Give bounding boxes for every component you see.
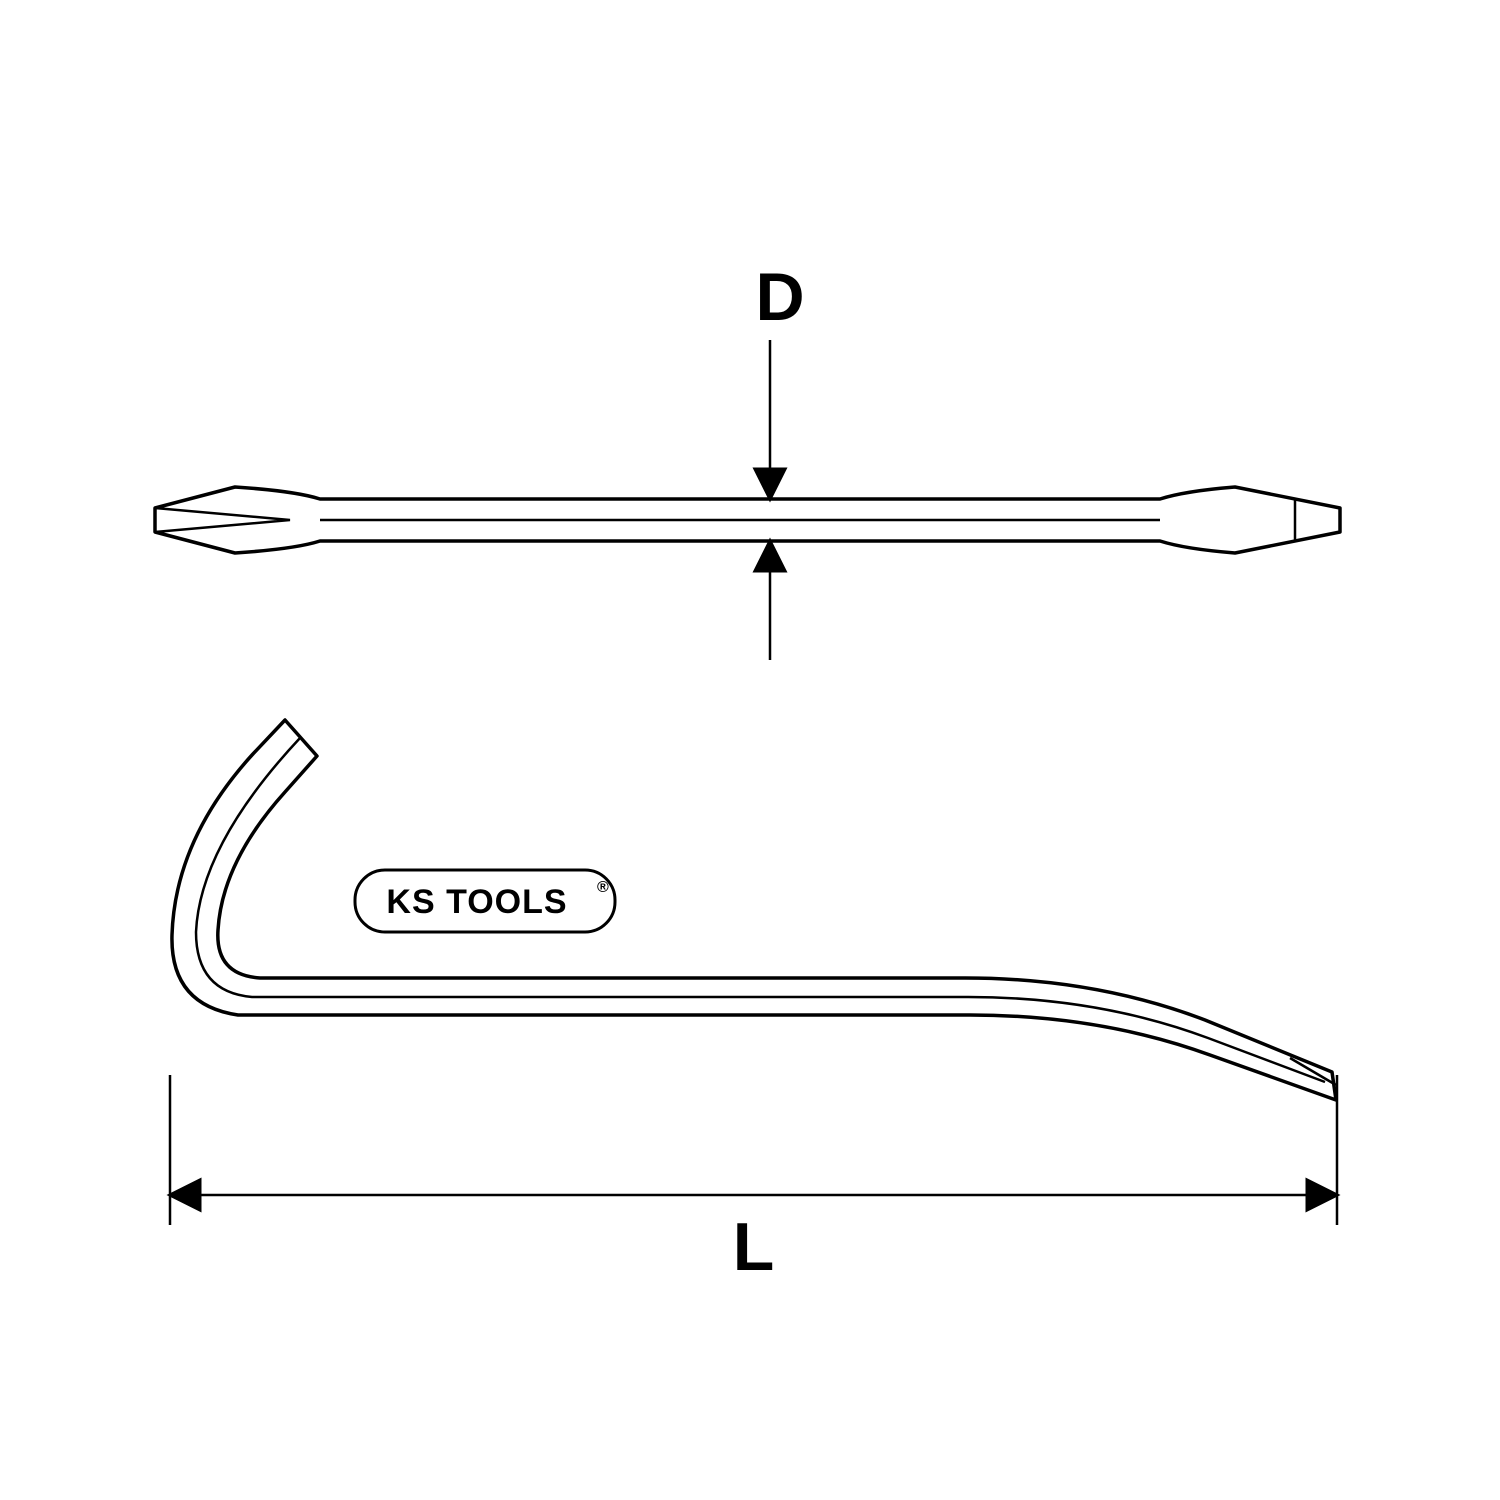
dimension-L-label: L xyxy=(733,1209,775,1285)
dimension-D: D xyxy=(755,259,804,660)
top-view-claw-vee xyxy=(155,508,290,532)
brand-badge: KS TOOLS ® xyxy=(355,870,615,932)
dimension-D-label: D xyxy=(755,259,804,335)
dimension-L: L xyxy=(170,1075,1337,1285)
top-view xyxy=(155,487,1340,553)
brand-registered: ® xyxy=(597,879,609,896)
side-view-outline xyxy=(172,720,1336,1100)
brand-label: KS TOOLS xyxy=(386,883,567,921)
side-view xyxy=(172,720,1336,1100)
diagram-canvas: D KS TOOLS ® L xyxy=(0,0,1500,1500)
